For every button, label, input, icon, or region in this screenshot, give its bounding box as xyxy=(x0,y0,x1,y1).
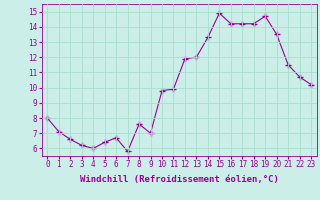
X-axis label: Windchill (Refroidissement éolien,°C): Windchill (Refroidissement éolien,°C) xyxy=(80,175,279,184)
